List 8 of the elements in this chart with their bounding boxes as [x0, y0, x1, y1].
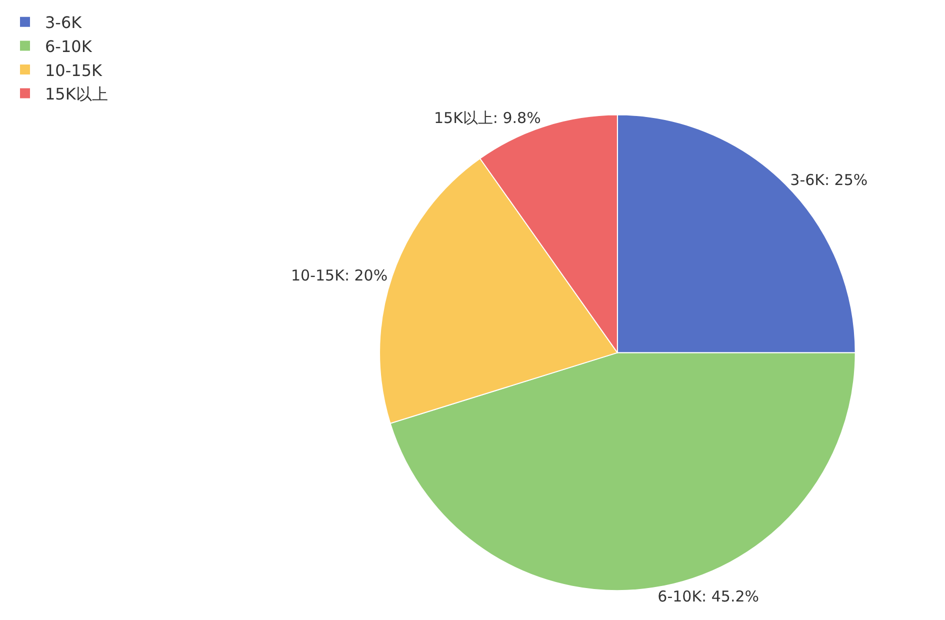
data-label: 10-15K: 20%	[291, 266, 388, 284]
data-label: 6-10K: 45.2%	[658, 588, 760, 606]
data-label: 3-6K: 25%	[790, 170, 868, 189]
legend-label: 10-15K	[45, 60, 102, 80]
legend-label: 15K以上	[45, 84, 108, 104]
legend-label: 3-6K	[45, 13, 82, 32]
data-label: 15K以上: 9.8%	[434, 108, 541, 127]
legend-label: 6-10K	[45, 36, 92, 56]
